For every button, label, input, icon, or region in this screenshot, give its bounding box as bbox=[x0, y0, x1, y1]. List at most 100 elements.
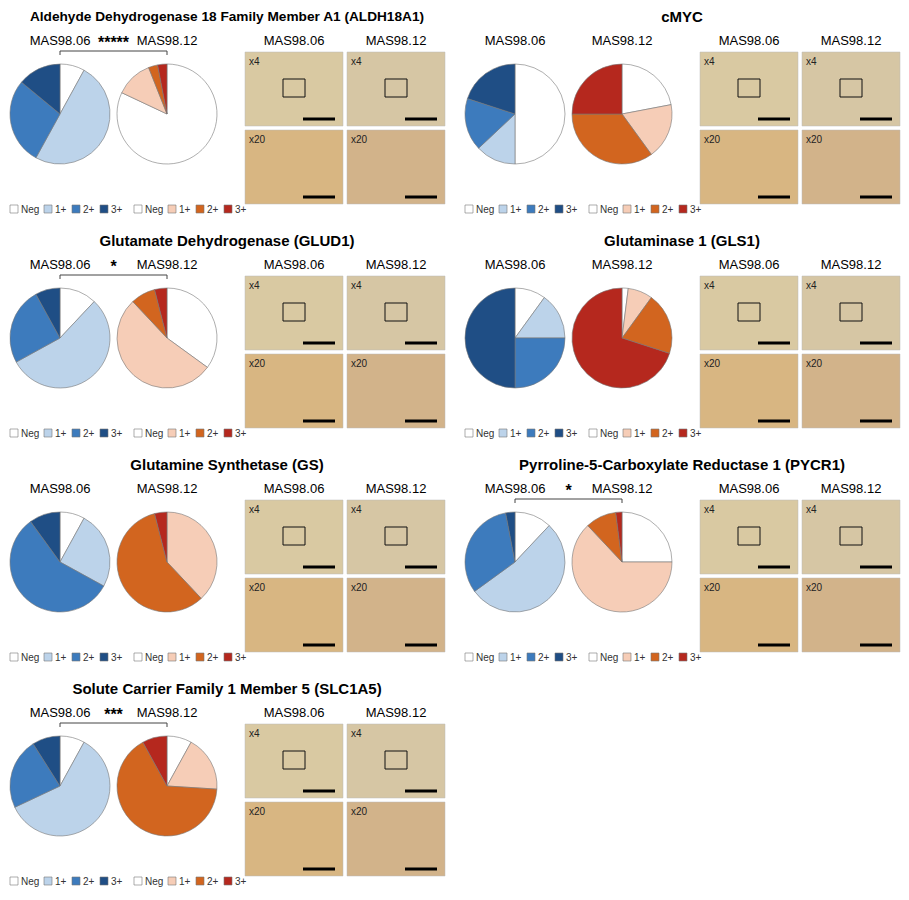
svg-text:2+: 2+ bbox=[662, 428, 674, 439]
svg-text:1+: 1+ bbox=[55, 652, 67, 663]
svg-text:3+: 3+ bbox=[235, 428, 247, 439]
svg-text:Glutaminase 1 (GLS1): Glutaminase 1 (GLS1) bbox=[604, 232, 760, 249]
svg-text:2+: 2+ bbox=[207, 428, 219, 439]
svg-text:Neg: Neg bbox=[21, 876, 39, 887]
svg-text:Neg: Neg bbox=[600, 204, 618, 215]
svg-text:MAS98.12: MAS98.12 bbox=[821, 481, 882, 496]
svg-text:2+: 2+ bbox=[538, 652, 550, 663]
svg-text:Glutamate Dehydrogenase (GLUD1: Glutamate Dehydrogenase (GLUD1) bbox=[99, 232, 354, 249]
svg-text:3+: 3+ bbox=[111, 428, 123, 439]
svg-text:Pyrroline-5-Carboxylate Reduct: Pyrroline-5-Carboxylate Reductase 1 (PYC… bbox=[519, 456, 845, 473]
svg-text:3+: 3+ bbox=[690, 652, 702, 663]
svg-text:x4: x4 bbox=[704, 280, 715, 291]
svg-text:MAS98.06: MAS98.06 bbox=[264, 481, 325, 496]
svg-text:3+: 3+ bbox=[690, 204, 702, 215]
svg-text:MAS98.12: MAS98.12 bbox=[366, 705, 427, 720]
svg-text:MAS98.06: MAS98.06 bbox=[264, 705, 325, 720]
svg-text:cMYC: cMYC bbox=[661, 8, 703, 25]
svg-text:x4: x4 bbox=[806, 56, 817, 67]
svg-text:x20: x20 bbox=[806, 582, 823, 593]
svg-text:Neg: Neg bbox=[21, 428, 39, 439]
svg-text:1+: 1+ bbox=[634, 428, 646, 439]
svg-text:MAS98.12: MAS98.12 bbox=[592, 481, 653, 496]
svg-text:2+: 2+ bbox=[662, 204, 674, 215]
svg-text:x20: x20 bbox=[249, 806, 266, 817]
svg-text:Neg: Neg bbox=[476, 652, 494, 663]
svg-text:MAS98.12: MAS98.12 bbox=[821, 257, 882, 272]
svg-text:1+: 1+ bbox=[179, 428, 191, 439]
svg-text:Neg: Neg bbox=[21, 204, 39, 215]
svg-text:1+: 1+ bbox=[55, 428, 67, 439]
svg-text:x20: x20 bbox=[351, 358, 368, 369]
svg-text:x20: x20 bbox=[351, 806, 368, 817]
svg-text:MAS98.06: MAS98.06 bbox=[30, 705, 91, 720]
svg-text:3+: 3+ bbox=[566, 652, 578, 663]
svg-text:MAS98.06: MAS98.06 bbox=[30, 481, 91, 496]
svg-text:x20: x20 bbox=[351, 582, 368, 593]
svg-text:MAS98.06: MAS98.06 bbox=[30, 257, 91, 272]
svg-text:1+: 1+ bbox=[510, 204, 522, 215]
svg-text:x20: x20 bbox=[351, 134, 368, 145]
svg-text:2+: 2+ bbox=[207, 876, 219, 887]
svg-text:***: *** bbox=[104, 706, 123, 723]
svg-text:1+: 1+ bbox=[634, 652, 646, 663]
svg-text:3+: 3+ bbox=[111, 876, 123, 887]
svg-text:Aldehyde Dehydrogenase 18 Fami: Aldehyde Dehydrogenase 18 Family Member … bbox=[30, 9, 424, 24]
svg-text:1+: 1+ bbox=[179, 652, 191, 663]
svg-text:1+: 1+ bbox=[179, 876, 191, 887]
svg-text:2+: 2+ bbox=[538, 428, 550, 439]
svg-text:2+: 2+ bbox=[538, 204, 550, 215]
svg-text:2+: 2+ bbox=[83, 652, 95, 663]
svg-text:MAS98.06: MAS98.06 bbox=[485, 481, 546, 496]
svg-text:3+: 3+ bbox=[566, 428, 578, 439]
svg-text:2+: 2+ bbox=[207, 204, 219, 215]
svg-text:x20: x20 bbox=[806, 134, 823, 145]
svg-text:MAS98.06: MAS98.06 bbox=[719, 33, 780, 48]
svg-text:2+: 2+ bbox=[83, 204, 95, 215]
svg-text:Neg: Neg bbox=[600, 428, 618, 439]
svg-text:MAS98.12: MAS98.12 bbox=[366, 257, 427, 272]
svg-text:*****: ***** bbox=[98, 34, 130, 51]
svg-text:x20: x20 bbox=[704, 134, 721, 145]
svg-text:MAS98.06: MAS98.06 bbox=[264, 33, 325, 48]
svg-text:Neg: Neg bbox=[600, 652, 618, 663]
svg-text:x4: x4 bbox=[351, 280, 362, 291]
svg-text:1+: 1+ bbox=[510, 652, 522, 663]
svg-text:x4: x4 bbox=[704, 504, 715, 515]
svg-text:*: * bbox=[110, 258, 117, 275]
svg-text:3+: 3+ bbox=[235, 652, 247, 663]
svg-text:MAS98.06: MAS98.06 bbox=[30, 33, 91, 48]
svg-text:Neg: Neg bbox=[21, 652, 39, 663]
svg-text:Neg: Neg bbox=[145, 876, 163, 887]
svg-text:x4: x4 bbox=[806, 280, 817, 291]
svg-text:MAS98.12: MAS98.12 bbox=[366, 33, 427, 48]
svg-text:1+: 1+ bbox=[634, 204, 646, 215]
svg-text:x20: x20 bbox=[249, 134, 266, 145]
svg-text:MAS98.12: MAS98.12 bbox=[821, 33, 882, 48]
svg-text:3+: 3+ bbox=[111, 204, 123, 215]
svg-text:MAS98.12: MAS98.12 bbox=[592, 33, 653, 48]
svg-text:Neg: Neg bbox=[476, 204, 494, 215]
svg-text:MAS98.12: MAS98.12 bbox=[592, 257, 653, 272]
svg-text:MAS98.12: MAS98.12 bbox=[137, 705, 198, 720]
svg-text:Solute Carrier Family 1 Member: Solute Carrier Family 1 Member 5 (SLC1A5… bbox=[72, 680, 381, 697]
svg-text:2+: 2+ bbox=[207, 652, 219, 663]
svg-text:1+: 1+ bbox=[55, 204, 67, 215]
svg-text:2+: 2+ bbox=[83, 428, 95, 439]
svg-text:1+: 1+ bbox=[510, 428, 522, 439]
svg-text:MAS98.06: MAS98.06 bbox=[485, 33, 546, 48]
svg-text:x4: x4 bbox=[249, 504, 260, 515]
svg-text:3+: 3+ bbox=[111, 652, 123, 663]
svg-text:3+: 3+ bbox=[690, 428, 702, 439]
svg-text:3+: 3+ bbox=[235, 204, 247, 215]
svg-text:MAS98.06: MAS98.06 bbox=[719, 257, 780, 272]
svg-text:Neg: Neg bbox=[476, 428, 494, 439]
svg-text:x20: x20 bbox=[249, 582, 266, 593]
svg-text:Neg: Neg bbox=[145, 428, 163, 439]
svg-text:MAS98.12: MAS98.12 bbox=[137, 481, 198, 496]
svg-text:x4: x4 bbox=[351, 56, 362, 67]
svg-text:x20: x20 bbox=[704, 582, 721, 593]
svg-text:x4: x4 bbox=[249, 56, 260, 67]
svg-text:x4: x4 bbox=[351, 504, 362, 515]
svg-text:1+: 1+ bbox=[55, 876, 67, 887]
